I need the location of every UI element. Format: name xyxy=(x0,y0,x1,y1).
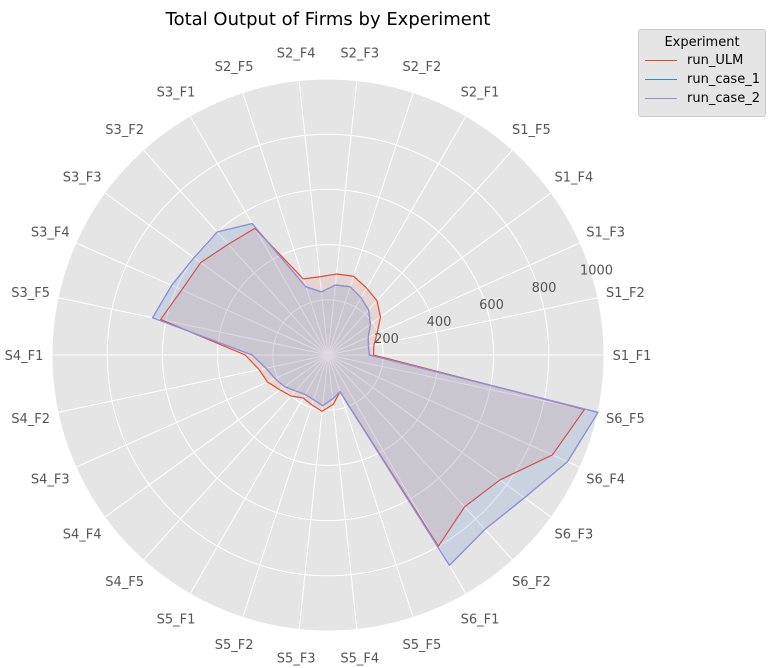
grid-spoke xyxy=(327,354,552,518)
series-fill-run_case_2 xyxy=(152,223,598,566)
category-label: S4_F2 xyxy=(11,412,50,427)
category-label: S6_F4 xyxy=(586,473,625,488)
legend-item: run_case_1 xyxy=(639,70,765,89)
category-label: S1_F3 xyxy=(586,225,625,240)
category-label: S6_F5 xyxy=(606,412,645,427)
category-label: S6_F3 xyxy=(555,528,594,543)
category-label: S2_F2 xyxy=(403,60,442,75)
grid-spoke xyxy=(327,80,358,356)
grid-spoke xyxy=(298,80,329,356)
category-label: S2_F5 xyxy=(215,60,254,75)
grid-spoke xyxy=(327,242,581,356)
legend-title: Experiment xyxy=(664,35,740,50)
series-line-run_ULM xyxy=(160,227,586,547)
grid-spoke xyxy=(327,149,514,356)
category-label: S3_F2 xyxy=(105,123,144,138)
grid-spoke xyxy=(57,297,329,356)
category-label: S4_F5 xyxy=(105,575,144,590)
chart-title: Total Output of Firms by Experiment xyxy=(165,9,491,30)
grid-spoke xyxy=(327,354,514,561)
legend-label: run_ULM xyxy=(687,53,744,68)
grid-spoke xyxy=(327,354,358,630)
grid-spoke xyxy=(327,354,599,413)
category-label: S3_F1 xyxy=(157,86,196,101)
category-label: S5_F3 xyxy=(277,651,316,666)
legend-swatch xyxy=(645,98,677,99)
grid-spoke xyxy=(327,115,467,356)
grid-spoke xyxy=(189,115,329,356)
grid-spoke xyxy=(242,354,329,618)
category-label: S1_F4 xyxy=(555,170,594,185)
category-label: S5_F1 xyxy=(157,612,196,627)
category-label: S4_F4 xyxy=(63,528,102,543)
category-label: S2_F4 xyxy=(277,47,316,62)
category-label: S4_F3 xyxy=(31,473,70,488)
category-label: S3_F3 xyxy=(63,170,102,185)
grid-spoke xyxy=(57,354,329,413)
grid-spoke xyxy=(327,354,581,468)
grid-spoke xyxy=(104,192,329,356)
grid-spoke xyxy=(142,354,329,561)
category-label: S1_F2 xyxy=(606,286,645,301)
category-label: S6_F2 xyxy=(512,575,551,590)
legend: Experiment run_ULM run_case_1 run_case_2 xyxy=(638,29,766,117)
series-fill-run_ULM xyxy=(160,228,585,547)
grid-spoke xyxy=(142,149,329,356)
grid-spoke xyxy=(75,354,329,468)
plot-area: 200 400 600 800 1000 S1_F1 S1_F2 S1_F3 S1_F4 S1_F… xyxy=(5,47,652,667)
category-label: S2_F3 xyxy=(340,47,379,62)
series-line-run_case_2 xyxy=(151,222,599,566)
legend-item: run_case_2 xyxy=(639,89,765,108)
category-label: S6_F1 xyxy=(461,612,500,627)
grid-spoke xyxy=(327,354,414,618)
r-tick-label: 1000 xyxy=(580,264,613,279)
category-label: S5_F4 xyxy=(340,651,379,666)
legend-swatch xyxy=(645,79,677,80)
category-label: S4_F1 xyxy=(5,349,44,364)
grid-spoke xyxy=(242,92,329,356)
legend-item: run_ULM xyxy=(639,51,765,70)
r-tick-label: 400 xyxy=(427,315,452,330)
legend-label: run_case_2 xyxy=(687,91,760,106)
legend-swatch xyxy=(645,60,677,61)
category-label: S1_F1 xyxy=(613,349,652,364)
r-tick-label: 600 xyxy=(479,298,504,313)
category-label: S2_F1 xyxy=(461,86,500,101)
category-label: S3_F5 xyxy=(11,286,50,301)
category-label: S3_F4 xyxy=(31,225,70,240)
r-tick-label: 800 xyxy=(532,281,557,296)
series-fill-run_case_1 xyxy=(152,223,598,566)
grid-spoke xyxy=(327,297,599,356)
grid-spoke xyxy=(104,354,329,518)
legend-label: run_case_1 xyxy=(687,72,760,87)
grid-spoke xyxy=(298,354,329,630)
grid-spoke xyxy=(327,192,552,356)
category-label: S1_F5 xyxy=(512,123,551,138)
grid-spoke xyxy=(75,242,329,356)
r-tick-label: 200 xyxy=(374,332,399,347)
category-label: S5_F2 xyxy=(215,638,254,653)
category-label: S5_F5 xyxy=(403,638,442,653)
grid-spoke xyxy=(327,92,414,356)
